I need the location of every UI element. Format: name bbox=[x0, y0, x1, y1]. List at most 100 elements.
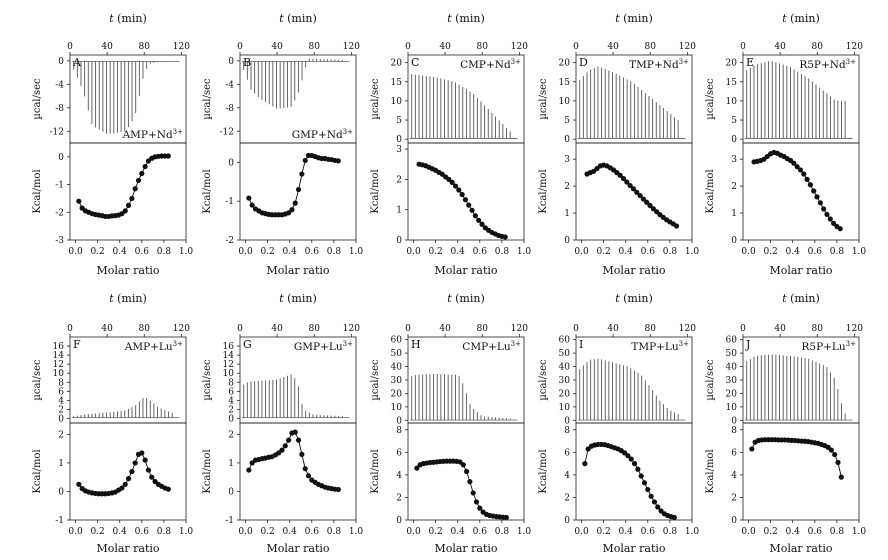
data-point bbox=[125, 476, 132, 482]
upper-y-axis-label: µcal/sec bbox=[705, 359, 716, 401]
time-var: t bbox=[447, 12, 452, 25]
molar-tick-label: 0.2 bbox=[428, 247, 442, 257]
lower-y-tick-label: 3 bbox=[396, 145, 402, 155]
data-point bbox=[149, 474, 155, 480]
time-tick-label: 0 bbox=[573, 42, 579, 52]
time-var: t bbox=[109, 292, 114, 305]
molar-tick-label: 0.8 bbox=[830, 247, 845, 257]
data-point bbox=[648, 493, 654, 499]
upper-y-tick-label: 0 bbox=[58, 414, 64, 424]
panel-label: CMP+Lu3+ bbox=[462, 340, 521, 353]
upper-y-tick-label: 40 bbox=[391, 363, 403, 373]
molar-tick-label: 0.4 bbox=[619, 527, 634, 537]
time-unit: (min) bbox=[452, 292, 485, 305]
time-tick-label: 80 bbox=[309, 324, 321, 334]
upper-y-axis-label: µcal/sec bbox=[370, 78, 381, 120]
data-point bbox=[469, 207, 475, 213]
time-tick-label: 40 bbox=[271, 324, 283, 334]
data-point bbox=[449, 179, 455, 186]
lower-y-tick-label: -2 bbox=[225, 236, 234, 246]
lower-y-tick-label: 4 bbox=[396, 471, 402, 481]
panel-label-text: CMP+Nd bbox=[460, 59, 511, 71]
data-point bbox=[139, 450, 145, 456]
molar-tick-label: 0.8 bbox=[157, 247, 172, 257]
data-point bbox=[165, 153, 171, 159]
panel-label-text: R5P+Nd bbox=[799, 59, 846, 71]
molar-tick-label: 0.6 bbox=[305, 527, 320, 537]
time-tick-label: 0 bbox=[67, 324, 73, 334]
time-tick-label: 0 bbox=[740, 324, 746, 334]
upper-y-tick-label: 30 bbox=[391, 376, 403, 386]
time-tick-label: 120 bbox=[679, 42, 696, 52]
data-point bbox=[279, 447, 285, 453]
panel-j: 0 40 80 120 t (min) 0 10 20 30 40 50 60 µcal/sec 0 2 4 6… bbox=[705, 292, 866, 555]
time-tick-label: 80 bbox=[812, 324, 824, 334]
lower-y-tick-label: -1 bbox=[55, 181, 64, 191]
lower-plot-frame bbox=[239, 142, 357, 241]
data-point bbox=[631, 461, 638, 467]
molar-tick-label: 0.6 bbox=[135, 527, 150, 537]
upper-y-axis-label: µcal/sec bbox=[32, 78, 43, 120]
molar-tick-label: 1.0 bbox=[179, 247, 194, 257]
molar-tick-label: 0.4 bbox=[283, 247, 298, 257]
data-point bbox=[620, 175, 627, 182]
molar-tick-label: 0.0 bbox=[741, 247, 756, 257]
upper-y-tick-label: 10 bbox=[223, 369, 235, 379]
lower-y-axis-label: Kcal/mol bbox=[32, 169, 43, 213]
data-point bbox=[817, 200, 823, 206]
time-axis-title: t (min) bbox=[782, 292, 820, 305]
lower-y-tick-label: 8 bbox=[564, 426, 570, 436]
molar-tick-label: 0.6 bbox=[641, 527, 656, 537]
molar-tick-label: 0.8 bbox=[830, 527, 845, 537]
data-point bbox=[302, 157, 308, 164]
panel-label-sup: 3+ bbox=[846, 58, 856, 66]
x-axis-label: Molar ratio bbox=[266, 264, 329, 277]
upper-y-axis-label: µcal/sec bbox=[370, 359, 381, 401]
data-point bbox=[634, 189, 640, 195]
data-point bbox=[647, 202, 653, 209]
data-point bbox=[289, 207, 295, 213]
molar-tick-label: 0.6 bbox=[641, 247, 656, 257]
lower-y-tick-label: 2 bbox=[564, 182, 570, 192]
panel-letter: D bbox=[579, 56, 588, 69]
data-point bbox=[456, 187, 462, 193]
lower-y-tick-label: 0 bbox=[564, 516, 570, 526]
x-axis-label: Molar ratio bbox=[266, 542, 329, 555]
molar-tick-label: 1.0 bbox=[852, 247, 867, 257]
molar-tick-label: 0.8 bbox=[327, 527, 342, 537]
data-point bbox=[463, 468, 470, 475]
lower-y-tick-label: 0 bbox=[58, 487, 64, 497]
x-axis-label: Molar ratio bbox=[769, 542, 832, 555]
panel-label-sup: 3+ bbox=[846, 340, 856, 348]
data-point bbox=[76, 198, 82, 204]
data-point bbox=[827, 216, 833, 222]
lower-y-tick-label: 2 bbox=[396, 493, 402, 503]
x-axis-label: Molar ratio bbox=[769, 264, 832, 277]
panel-e: 0 40 80 120 t (min) 0 5 10 15 20 µcal/sec 0 1 2 3 Kcal/… bbox=[705, 12, 866, 277]
molar-tick-label: 1.0 bbox=[349, 527, 364, 537]
molar-tick-label: 0.6 bbox=[473, 527, 488, 537]
upper-y-tick-label: 20 bbox=[391, 59, 403, 69]
molar-tick-label: 0.2 bbox=[260, 247, 274, 257]
molar-tick-label: 0.8 bbox=[495, 527, 510, 537]
panel-letter: I bbox=[579, 338, 583, 351]
upper-y-axis-label: µcal/sec bbox=[705, 78, 716, 120]
data-point bbox=[749, 446, 755, 452]
data-point bbox=[651, 499, 658, 505]
data-point bbox=[837, 226, 843, 232]
data-point bbox=[472, 213, 478, 219]
data-point bbox=[135, 177, 142, 184]
upper-y-tick-label: 16 bbox=[53, 342, 65, 352]
data-point bbox=[292, 429, 298, 435]
panel-label-sup: 3+ bbox=[173, 340, 183, 348]
upper-y-tick-label: 0 bbox=[58, 57, 64, 67]
data-point bbox=[335, 158, 341, 164]
data-point bbox=[477, 505, 483, 511]
upper-y-tick-label: 15 bbox=[726, 78, 738, 88]
panel-label-text: CMP+Lu bbox=[462, 341, 511, 353]
upper-y-tick-label: 60 bbox=[726, 336, 738, 346]
molar-tick-label: 0.0 bbox=[238, 247, 253, 257]
upper-y-tick-label: 40 bbox=[559, 363, 571, 373]
upper-y-tick-label: 10 bbox=[726, 403, 738, 413]
